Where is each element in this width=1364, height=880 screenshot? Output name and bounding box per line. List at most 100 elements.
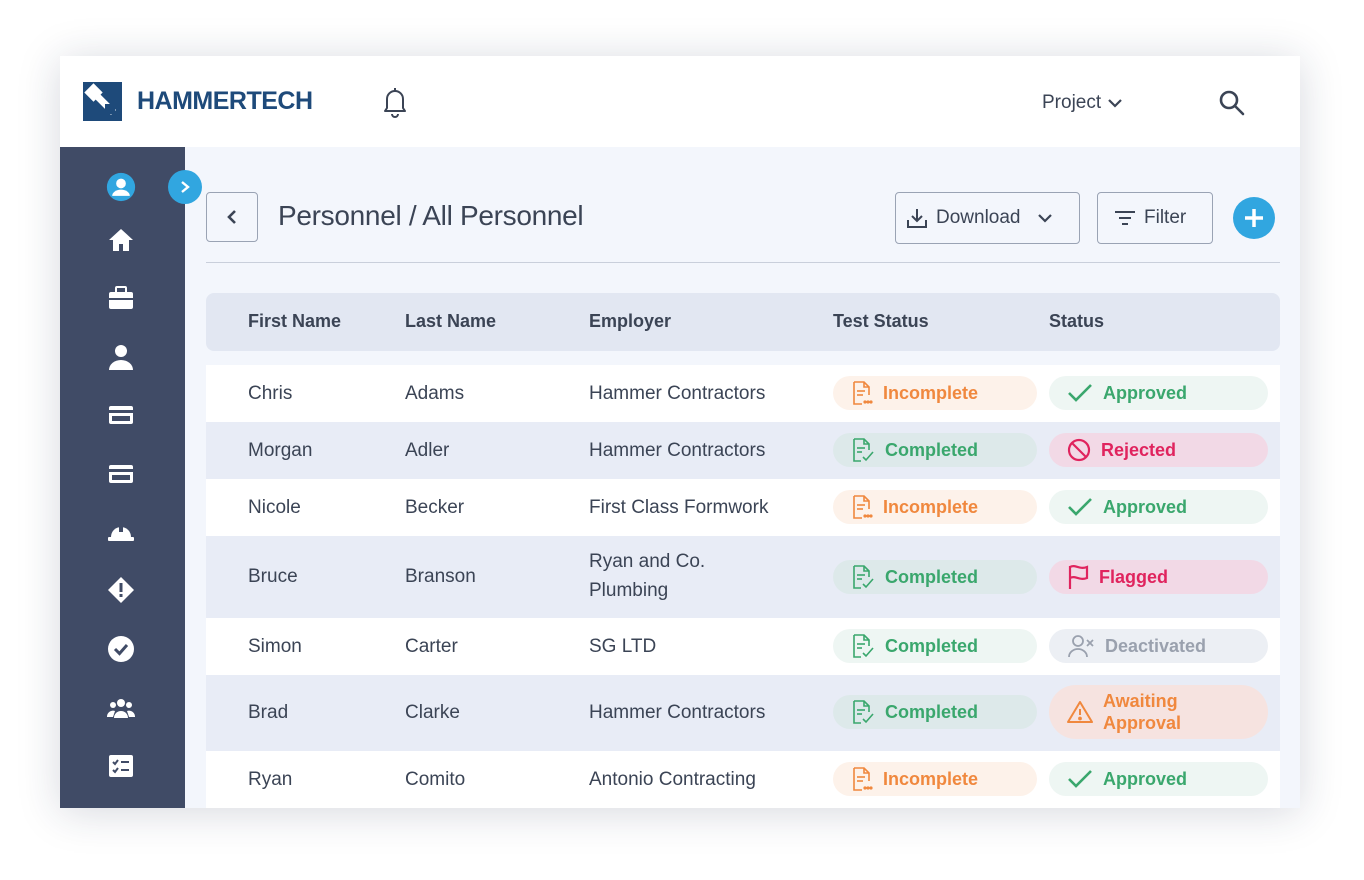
status-label: Approved xyxy=(1103,769,1188,789)
warning-diamond-icon[interactable] xyxy=(106,575,136,605)
table-row[interactable]: Chris Adams Hammer Contractors Incomplet… xyxy=(206,365,1280,422)
document-incomplete-icon xyxy=(853,381,873,405)
back-button[interactable] xyxy=(206,192,258,242)
chevron-right-icon xyxy=(181,181,190,193)
table-row[interactable]: Nicole Becker First Class Formwork Incom… xyxy=(206,479,1280,536)
status-label: Deactivated xyxy=(1105,636,1207,656)
cell-first-name: Simon xyxy=(248,636,302,657)
document-incomplete-icon xyxy=(853,495,873,519)
download-icon xyxy=(907,209,927,228)
test-status-badge: Completed xyxy=(833,629,1037,663)
table-row[interactable]: Ryan Comito Antonio Contracting Incomple… xyxy=(206,751,1280,808)
document-incomplete-icon xyxy=(853,767,873,791)
check-icon xyxy=(1068,384,1092,402)
group-icon[interactable] xyxy=(106,693,136,723)
table-row[interactable]: Brad Clarke Hammer Contractors Completed… xyxy=(206,675,1280,751)
document-check-icon xyxy=(853,634,874,658)
test-status-label: Incomplete xyxy=(883,769,979,789)
cell-last-name: Clarke xyxy=(405,702,460,723)
filter-label: Filter xyxy=(1144,207,1187,228)
sidebar-expand-button[interactable] xyxy=(168,170,202,204)
status-badge: Deactivated xyxy=(1049,629,1268,663)
cell-last-name: Becker xyxy=(405,497,465,518)
status-badge: Approved xyxy=(1049,762,1268,796)
card-icon[interactable] xyxy=(106,400,136,430)
page-header: Personnel / All Personnel Download Filte… xyxy=(206,192,1280,264)
cell-last-name: Adams xyxy=(405,383,465,404)
ban-icon xyxy=(1067,438,1091,462)
status-label: Flagged xyxy=(1099,567,1169,587)
test-status-label: Completed xyxy=(885,567,979,587)
home-icon[interactable] xyxy=(106,225,136,255)
status-badge: Approved xyxy=(1049,376,1268,410)
status-badge: Awaiting Approval xyxy=(1049,685,1268,739)
test-status-badge: Incomplete xyxy=(833,762,1037,796)
cell-last-name: Carter xyxy=(405,636,458,657)
status-badge: Rejected xyxy=(1049,433,1268,467)
download-label: Download xyxy=(936,207,1021,228)
page-title: Personnel / All Personnel xyxy=(278,200,584,231)
test-status-badge: Incomplete xyxy=(833,490,1037,524)
project-dropdown[interactable]: Project xyxy=(1042,92,1123,114)
cell-first-name: Brad xyxy=(248,702,289,723)
card-icon[interactable] xyxy=(106,459,136,489)
sidebar xyxy=(60,147,185,808)
check-icon xyxy=(1068,498,1092,516)
cell-last-name: Comito xyxy=(405,769,466,790)
hammertech-logo[interactable]: HAMMERTECH xyxy=(83,82,313,121)
column-header-last-name[interactable]: Last Name xyxy=(405,311,497,331)
status-badge: Approved xyxy=(1049,490,1268,524)
cell-first-name: Nicole xyxy=(248,497,301,518)
search-icon[interactable] xyxy=(1218,89,1246,117)
bell-icon[interactable] xyxy=(380,86,410,118)
column-header-employer[interactable]: Employer xyxy=(589,311,672,331)
briefcase-icon[interactable] xyxy=(106,283,136,313)
status-label: Awaiting Approval xyxy=(1103,691,1182,733)
cell-last-name: Branson xyxy=(405,566,476,587)
test-status-label: Completed xyxy=(885,636,979,656)
download-button[interactable]: Download xyxy=(895,192,1080,244)
logo-mark xyxy=(83,82,122,121)
user-circle-icon[interactable] xyxy=(106,172,136,202)
cell-first-name: Ryan xyxy=(248,769,293,790)
table-row[interactable]: Simon Carter SG LTD Completed Deactivate… xyxy=(206,618,1280,675)
cell-last-name: Adler xyxy=(405,440,450,461)
app-window: HAMMERTECH Project xyxy=(60,56,1300,808)
status-label: Approved xyxy=(1103,383,1188,403)
test-status-badge: Completed xyxy=(833,560,1037,594)
add-personnel-button[interactable] xyxy=(1233,197,1275,239)
column-header-first-name[interactable]: First Name xyxy=(248,311,342,331)
cell-first-name: Chris xyxy=(248,383,293,404)
cell-employer: Hammer Contractors xyxy=(589,383,766,404)
column-header-test-status[interactable]: Test Status xyxy=(833,311,929,331)
top-bar: HAMMERTECH Project xyxy=(60,56,1300,147)
document-check-icon xyxy=(853,565,874,589)
table-row[interactable]: Morgan Adler Hammer Contractors Complete… xyxy=(206,422,1280,479)
test-status-label: Incomplete xyxy=(883,383,979,403)
status-label: Approved xyxy=(1103,497,1188,517)
test-status-label: Incomplete xyxy=(883,497,979,517)
brand-name: HAMMERTECH xyxy=(137,87,313,115)
hard-hat-icon[interactable] xyxy=(106,517,136,547)
user-x-icon xyxy=(1068,635,1094,658)
document-check-icon xyxy=(853,700,874,724)
person-icon[interactable] xyxy=(106,342,136,372)
cell-employer: Antonio Contracting xyxy=(589,769,756,790)
cell-first-name: Morgan xyxy=(248,440,313,461)
chevron-down-icon xyxy=(1037,214,1052,223)
test-status-label: Completed xyxy=(885,440,979,460)
filter-button[interactable]: Filter xyxy=(1097,192,1213,244)
test-status-badge: Completed xyxy=(833,433,1037,467)
cell-employer: Hammer Contractors xyxy=(589,702,766,723)
cell-employer: SG LTD xyxy=(589,636,657,657)
plus-icon xyxy=(1245,209,1263,227)
warning-triangle-icon xyxy=(1067,701,1093,723)
column-header-status[interactable]: Status xyxy=(1049,311,1105,331)
checklist-icon[interactable] xyxy=(106,751,136,781)
flag-icon xyxy=(1068,565,1089,589)
header-divider xyxy=(206,262,1280,263)
cell-employer: Ryan and Co. Plumbing xyxy=(589,551,706,601)
check-circle-icon[interactable] xyxy=(106,634,136,664)
cell-first-name: Bruce xyxy=(248,566,298,587)
table-row[interactable]: Bruce Branson Ryan and Co. Plumbing Comp… xyxy=(206,536,1280,618)
